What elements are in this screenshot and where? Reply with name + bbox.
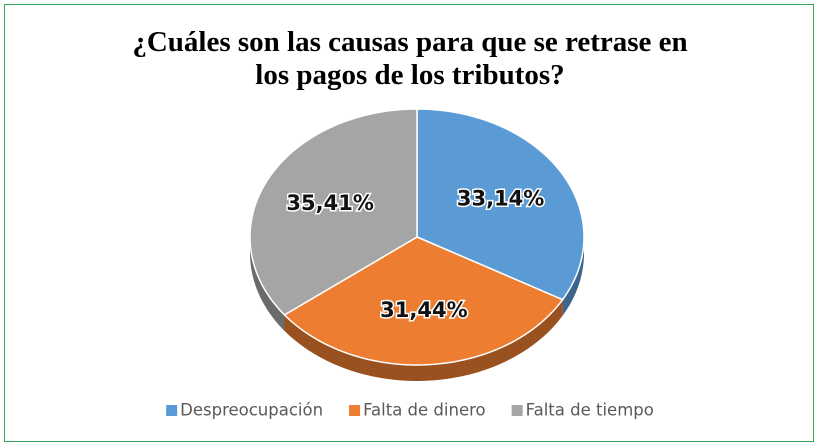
legend-label: Falta de tiempo <box>526 401 654 420</box>
slice <box>249 108 418 316</box>
slice-side <box>562 237 584 316</box>
legend-label: Despreocupación <box>180 401 323 420</box>
legend-label: Falta de dinero <box>363 401 486 420</box>
slice-side <box>284 299 563 381</box>
data-label: 33,14% <box>457 186 544 210</box>
chart-title: ¿Cuáles son las causas para que se retra… <box>132 26 688 91</box>
chart-border <box>4 4 814 442</box>
slice <box>416 108 585 301</box>
data-label: 35,41% <box>286 191 373 215</box>
data-label: 31,44% <box>380 298 467 322</box>
slice <box>283 236 564 366</box>
chart-title-box: ¿Cuáles son las causas para que se retra… <box>0 26 820 92</box>
legend-swatch <box>349 405 361 416</box>
legend-swatch <box>166 405 178 416</box>
slice-side <box>250 237 285 331</box>
legend-swatch <box>511 405 523 416</box>
